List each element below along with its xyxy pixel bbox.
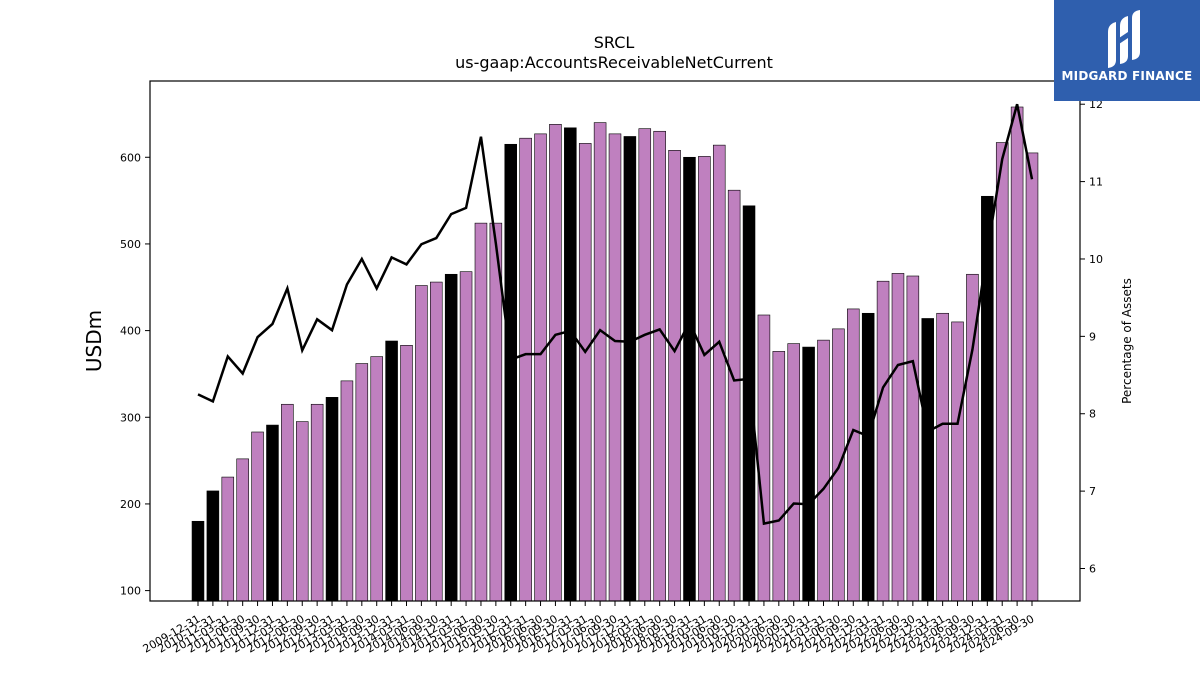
bar-2020-12-31	[802, 346, 815, 602]
bar-2023-03-31	[936, 312, 949, 602]
y-tick-label: 300	[120, 411, 141, 424]
bar-2013-09-30	[370, 356, 383, 602]
bar-2020-06-30	[772, 351, 786, 602]
bar-2020-03-31	[757, 314, 771, 602]
y-axis-label: USDm	[82, 310, 106, 372]
bar-2022-06-30	[891, 273, 905, 602]
bar-2022-03-31	[876, 280, 890, 602]
y-axis-right: 6 7 8 9 10 11 12	[1080, 98, 1103, 576]
bar-2023-06-30	[951, 321, 964, 602]
bar-2013-03-31	[340, 380, 354, 602]
bar-2018-12-31	[683, 156, 696, 602]
brand-name: MIDGARD FINANCE	[1061, 69, 1193, 83]
bar-2024-06-30	[1010, 106, 1024, 602]
bar-2014-06-30	[415, 285, 428, 602]
y-tick-label: 500	[120, 238, 141, 251]
brand-logo: MIDGARD FINANCE	[1054, 0, 1200, 101]
bar-2015-12-31	[504, 143, 518, 602]
bar-2019-06-30	[712, 144, 726, 602]
bar-2015-03-31	[459, 271, 473, 602]
x-axis: 2009-12-312010-12-312011-03-312011-06-30…	[141, 601, 1037, 656]
bar-2011-03-31	[221, 476, 235, 602]
bar-2024-09-30	[1025, 152, 1039, 602]
y2-tick-label: 7	[1089, 485, 1096, 498]
bar-2011-09-30	[251, 431, 264, 602]
bar-2022-09-30	[906, 275, 920, 602]
bars-group	[191, 106, 1039, 602]
y-tick-label: 600	[120, 151, 141, 164]
bar-2016-06-30	[534, 133, 547, 602]
y2-tick-label: 11	[1089, 176, 1103, 189]
bar-2016-09-30	[549, 124, 562, 602]
midgard-logo-icon	[1108, 10, 1140, 68]
bar-2012-03-31	[281, 403, 294, 602]
bar-2019-12-31	[742, 205, 756, 602]
chart-subtitle: us-gaap:AccountsReceivableNetCurrent	[455, 53, 773, 72]
bar-2015-06-30	[474, 222, 488, 602]
bar-2014-12-31	[444, 273, 458, 602]
percentage-line	[197, 103, 1034, 526]
bar-2014-03-31	[400, 345, 413, 602]
bar-2013-12-31	[385, 340, 398, 602]
y2-axis-label: Percentage of Assets	[1120, 278, 1134, 404]
bar-2011-12-31	[266, 424, 279, 602]
bar-2013-06-30	[355, 363, 369, 602]
bar-2016-03-31	[519, 137, 532, 602]
bar-2012-09-30	[310, 403, 324, 602]
y2-tick-label: 6	[1089, 563, 1096, 576]
y2-tick-label: 10	[1089, 253, 1103, 266]
y2-tick-label: 8	[1089, 408, 1096, 421]
y-tick-label: 200	[120, 498, 141, 511]
bar-2018-06-30	[653, 130, 666, 602]
y2-tick-label: 12	[1089, 98, 1103, 111]
y-axis-left: 100 200 300 400 500 600	[120, 151, 150, 598]
bar-2019-09-30	[727, 189, 741, 602]
chart-title: SRCL	[594, 33, 635, 52]
bar-2021-09-30	[847, 308, 860, 602]
bar-2018-09-30	[668, 150, 681, 602]
bar-2010-12-31	[206, 490, 220, 602]
bar-2017-06-30	[593, 122, 607, 602]
y-tick-label: 100	[120, 585, 141, 598]
bar-2011-06-30	[236, 458, 249, 602]
bar-2019-03-31	[698, 156, 711, 602]
bar-2017-09-30	[608, 133, 622, 602]
bar-2018-03-31	[638, 128, 652, 602]
bar-2021-03-31	[817, 339, 830, 602]
bar-2014-09-30	[430, 281, 443, 602]
y-tick-label: 400	[120, 325, 141, 338]
bar-2022-12-31	[921, 318, 934, 602]
bar-2012-06-30	[295, 421, 309, 602]
bar-2012-12-31	[325, 397, 339, 602]
bar-2020-09-30	[787, 343, 800, 602]
bar-2009-12-31	[191, 520, 205, 602]
bar-2016-12-31	[564, 127, 577, 602]
bar-2024-03-31	[995, 142, 1009, 602]
bar-2021-12-31	[861, 312, 875, 602]
y2-tick-label: 9	[1089, 330, 1096, 343]
bar-2017-12-31	[623, 136, 637, 602]
bar-2017-03-31	[578, 143, 592, 602]
